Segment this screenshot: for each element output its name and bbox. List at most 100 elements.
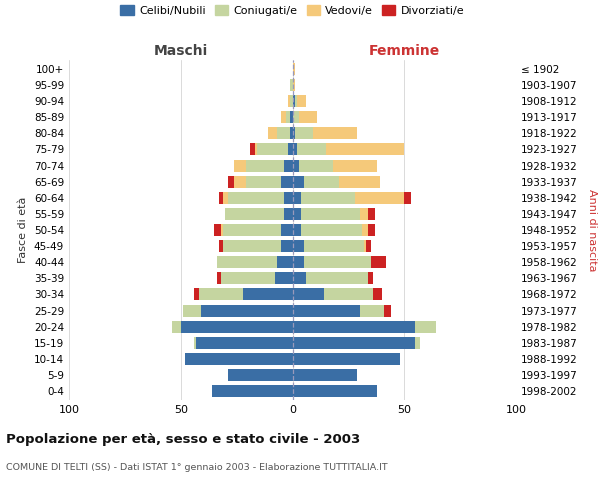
- Bar: [304, 240, 364, 252]
- Bar: [284, 192, 293, 204]
- Bar: [293, 144, 297, 156]
- Bar: [288, 144, 293, 156]
- Bar: [293, 160, 299, 172]
- Bar: [293, 176, 304, 188]
- Text: Femmine: Femmine: [368, 44, 440, 58]
- Bar: [281, 111, 286, 123]
- Bar: [290, 128, 293, 140]
- Text: Maschi: Maschi: [154, 44, 208, 58]
- Bar: [201, 304, 293, 316]
- Bar: [301, 192, 355, 204]
- Bar: [364, 240, 366, 252]
- Bar: [293, 320, 415, 332]
- Bar: [359, 208, 368, 220]
- Bar: [181, 320, 293, 332]
- Bar: [384, 304, 391, 316]
- Bar: [355, 192, 404, 204]
- Bar: [293, 385, 377, 397]
- Bar: [281, 240, 293, 252]
- Bar: [293, 192, 301, 204]
- Bar: [326, 144, 404, 156]
- Bar: [368, 224, 375, 236]
- Bar: [362, 224, 368, 236]
- Bar: [301, 224, 362, 236]
- Text: COMUNE DI TELTI (SS) - Dati ISTAT 1° gennaio 2003 - Elaborazione TUTTITALIA.IT: COMUNE DI TELTI (SS) - Dati ISTAT 1° gen…: [6, 462, 388, 471]
- Bar: [196, 337, 293, 349]
- Bar: [199, 288, 244, 300]
- Bar: [217, 272, 221, 284]
- Bar: [371, 256, 386, 268]
- Bar: [275, 272, 293, 284]
- Bar: [293, 224, 301, 236]
- Bar: [293, 337, 415, 349]
- Bar: [333, 160, 377, 172]
- Bar: [297, 95, 306, 107]
- Bar: [293, 304, 359, 316]
- Bar: [194, 288, 199, 300]
- Y-axis label: Fasce di età: Fasce di età: [19, 197, 28, 263]
- Bar: [245, 176, 281, 188]
- Bar: [293, 128, 295, 140]
- Bar: [245, 160, 284, 172]
- Bar: [227, 369, 293, 381]
- Bar: [313, 128, 358, 140]
- Bar: [185, 353, 293, 365]
- Bar: [281, 224, 293, 236]
- Bar: [221, 224, 223, 236]
- Bar: [223, 240, 281, 252]
- Bar: [284, 208, 293, 220]
- Bar: [250, 144, 254, 156]
- Bar: [217, 256, 277, 268]
- Bar: [295, 95, 297, 107]
- Bar: [293, 208, 301, 220]
- Bar: [254, 144, 257, 156]
- Bar: [299, 160, 333, 172]
- Bar: [293, 95, 295, 107]
- Bar: [293, 256, 304, 268]
- Bar: [304, 256, 371, 268]
- Legend: Celibi/Nubili, Coniugati/e, Vedovi/e, Divorziati/e: Celibi/Nubili, Coniugati/e, Vedovi/e, Di…: [116, 1, 469, 20]
- Bar: [277, 256, 293, 268]
- Bar: [227, 192, 284, 204]
- Bar: [415, 320, 436, 332]
- Bar: [295, 128, 313, 140]
- Bar: [290, 79, 293, 91]
- Bar: [293, 369, 358, 381]
- Bar: [359, 304, 384, 316]
- Bar: [290, 95, 293, 107]
- Bar: [221, 272, 275, 284]
- Text: Popolazione per età, sesso e stato civile - 2003: Popolazione per età, sesso e stato civil…: [6, 432, 360, 446]
- Bar: [183, 304, 201, 316]
- Bar: [340, 176, 380, 188]
- Bar: [368, 208, 375, 220]
- Bar: [172, 320, 181, 332]
- Bar: [257, 144, 288, 156]
- Bar: [226, 208, 284, 220]
- Bar: [219, 240, 223, 252]
- Bar: [288, 95, 290, 107]
- Bar: [299, 111, 317, 123]
- Bar: [277, 128, 290, 140]
- Bar: [293, 353, 400, 365]
- Bar: [244, 288, 293, 300]
- Bar: [223, 224, 281, 236]
- Bar: [284, 160, 293, 172]
- Bar: [293, 240, 304, 252]
- Bar: [293, 79, 295, 91]
- Y-axis label: Anni di nascita: Anni di nascita: [587, 188, 597, 271]
- Bar: [304, 176, 340, 188]
- Bar: [212, 385, 293, 397]
- Bar: [293, 111, 299, 123]
- Bar: [268, 128, 277, 140]
- Bar: [214, 224, 221, 236]
- Bar: [324, 288, 373, 300]
- Bar: [227, 176, 235, 188]
- Bar: [235, 160, 245, 172]
- Bar: [306, 272, 368, 284]
- Bar: [368, 272, 373, 284]
- Bar: [293, 288, 324, 300]
- Bar: [373, 288, 382, 300]
- Bar: [366, 240, 371, 252]
- Bar: [293, 272, 306, 284]
- Bar: [219, 192, 223, 204]
